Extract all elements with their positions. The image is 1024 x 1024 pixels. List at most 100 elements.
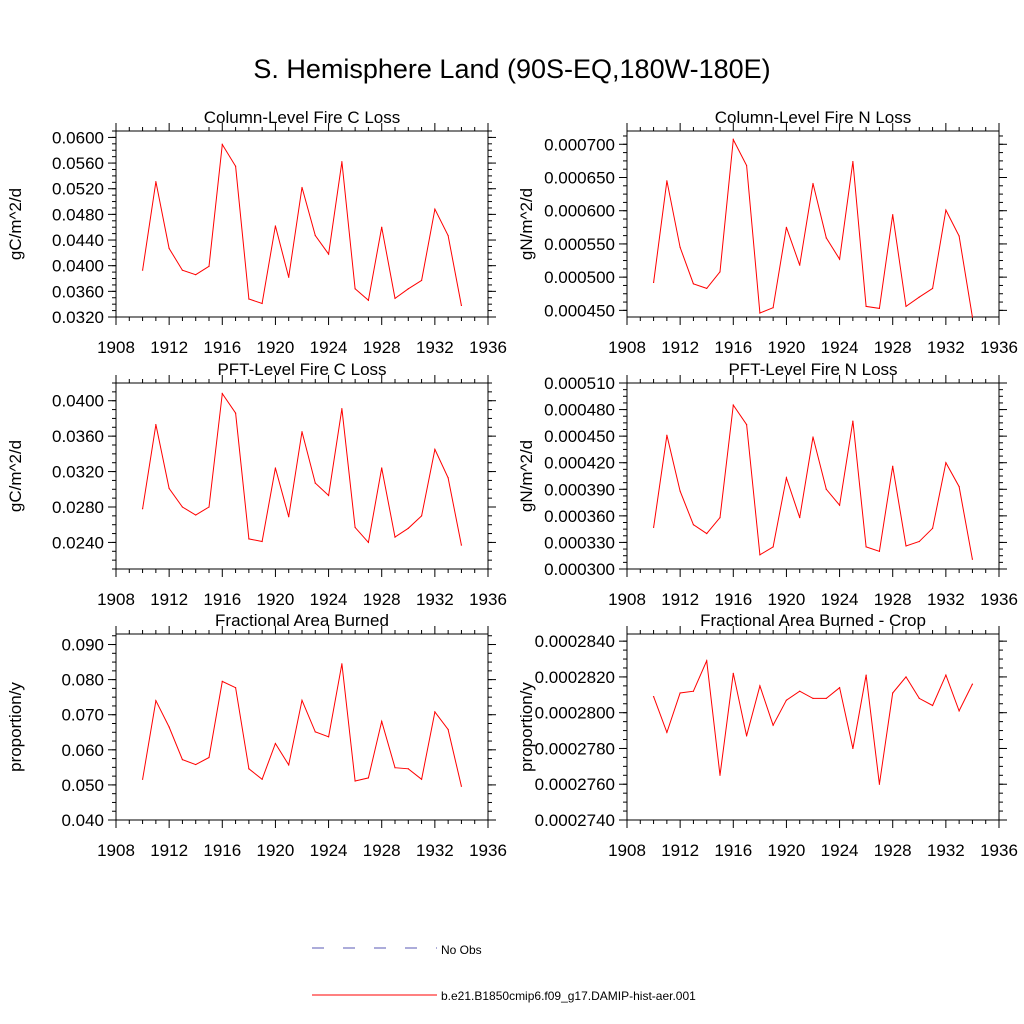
data-point <box>825 488 827 490</box>
chart-panel-1: Column-Level Fire C Loss gC/m^2/d 1908 1912… <box>6 108 507 357</box>
data-point <box>314 731 316 733</box>
data-point <box>945 462 947 464</box>
data-point <box>354 780 356 782</box>
y-tick-label: 0.0002800 <box>535 704 615 723</box>
data-point <box>221 393 223 395</box>
data-point <box>971 316 974 318</box>
chart-title: PFT-Level Fire N Loss <box>728 360 897 379</box>
x-tick-label: 1936 <box>469 338 507 357</box>
data-point <box>852 160 854 163</box>
data-point <box>208 265 210 267</box>
x-tick-label: 1916 <box>203 338 241 357</box>
x-tick-label: 1916 <box>203 841 241 860</box>
data-point <box>745 424 748 426</box>
data-point <box>772 724 774 726</box>
data-point <box>341 408 343 410</box>
y-tick-label: 0.000390 <box>544 480 615 499</box>
data-point <box>945 674 947 676</box>
data-point <box>918 540 920 543</box>
x-tick-label: 1920 <box>768 841 806 860</box>
data-point <box>261 540 263 543</box>
x-tick-label: 1928 <box>363 590 401 609</box>
x-tick-label: 1920 <box>257 338 295 357</box>
y-tick-label: 0.000700 <box>544 135 615 154</box>
data-point <box>234 412 237 414</box>
chart-panel-3: PFT-Level Fire C Loss gC/m^2/d 1908 1912 191… <box>6 360 507 609</box>
y-tick-label: 0.0280 <box>52 498 104 517</box>
legend-label-no-obs: No Obs <box>441 943 482 957</box>
data-point <box>288 276 290 278</box>
y-tick-label: 0.0400 <box>52 257 104 276</box>
plot-frame <box>626 633 1000 821</box>
data-point <box>652 526 655 528</box>
data-point <box>958 486 960 488</box>
data-point <box>420 778 423 780</box>
x-tick-label: 1908 <box>97 338 135 357</box>
y-tick-label: 0.0440 <box>52 231 104 250</box>
data-point <box>679 246 681 248</box>
y-tick-label: 0.090 <box>61 636 104 655</box>
x-tick-label: 1936 <box>469 590 507 609</box>
data-point <box>772 307 774 309</box>
y-tick-label: 0.000510 <box>544 374 615 393</box>
data-point <box>314 482 316 484</box>
data-point <box>958 710 960 712</box>
y-tick-label: 0.000480 <box>544 401 615 420</box>
data-point <box>892 692 894 694</box>
data-point <box>679 692 681 694</box>
y-axis-label: proportion/y <box>517 682 536 772</box>
data-point <box>666 731 668 733</box>
data-point <box>327 736 330 738</box>
data-point <box>447 477 449 479</box>
x-tick-label: 1920 <box>768 338 806 357</box>
series-line <box>142 392 462 546</box>
data-point <box>274 467 277 469</box>
data-point <box>812 182 814 185</box>
y-axis-label: gC/m^2/d <box>6 440 25 512</box>
data-point <box>354 288 356 290</box>
data-point <box>666 434 668 436</box>
data-point <box>181 269 184 271</box>
x-tick-label: 1936 <box>469 841 507 860</box>
y-tick-label: 0.000330 <box>544 533 615 552</box>
data-point <box>155 181 157 183</box>
y-tick-label: 0.0360 <box>52 282 104 301</box>
data-point <box>434 208 436 210</box>
data-point <box>719 271 721 273</box>
data-point <box>394 297 396 299</box>
data-point <box>799 517 801 519</box>
data-point <box>168 247 170 249</box>
data-point <box>878 783 881 785</box>
data-point <box>155 424 157 426</box>
chart-panel-6: Fractional Area Burned - Crop proportion/… <box>517 611 1018 860</box>
data-point <box>745 735 748 737</box>
data-point <box>812 697 814 699</box>
x-tick-label: 1912 <box>661 841 699 860</box>
data-point <box>447 234 449 237</box>
data-point <box>274 225 277 227</box>
y-axis-label: proportion/y <box>6 682 25 772</box>
x-tick-label: 1924 <box>310 590 348 609</box>
data-point <box>652 281 655 284</box>
data-point <box>838 504 841 506</box>
y-tick-label: 0.000650 <box>544 169 615 188</box>
series-line <box>653 137 973 318</box>
series-line <box>653 403 973 560</box>
data-point <box>367 777 370 779</box>
data-point <box>706 532 708 535</box>
x-tick-label: 1924 <box>821 590 859 609</box>
data-point <box>274 742 277 745</box>
data-point <box>918 296 920 298</box>
data-point <box>141 508 144 510</box>
data-point <box>905 305 907 307</box>
x-tick-label: 1932 <box>927 338 965 357</box>
page-title: S. Hemisphere Land (90S-EQ,180W-180E) <box>253 54 771 84</box>
data-point <box>931 287 934 290</box>
data-point <box>367 541 370 544</box>
data-point <box>195 514 197 516</box>
data-point <box>394 536 396 538</box>
x-tick-label: 1932 <box>927 590 965 609</box>
series-line <box>653 658 973 785</box>
data-point <box>341 663 343 665</box>
y-tick-label: 0.0600 <box>52 128 104 147</box>
